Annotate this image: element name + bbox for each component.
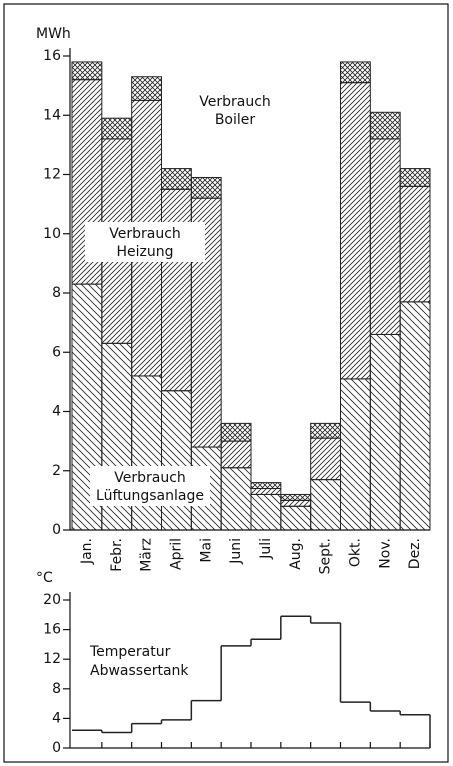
bar-segment (399, 301, 431, 531)
y-tick-label: 6 (52, 344, 61, 360)
x-tick-label: Nov. (377, 538, 393, 569)
bar-segment (161, 168, 192, 190)
bar-segment (340, 61, 371, 84)
x-tick-label: Sept. (318, 538, 334, 574)
bar-segment (220, 422, 252, 442)
bar-segment (399, 168, 431, 187)
bar-segment (280, 505, 312, 531)
x-tick-label: Okt. (347, 538, 363, 567)
bar-segment (399, 185, 431, 303)
bar-segment (71, 61, 103, 81)
y-tick-label: 0 (52, 740, 61, 756)
y-tick-label: 4 (52, 710, 61, 726)
series-label: Verbrauch Lüftungsanlage (96, 470, 204, 504)
bar-segment (190, 176, 222, 199)
frame (3, 3, 449, 763)
bar-segment (280, 493, 312, 501)
series-label: Temperatur Abwassertank (89, 644, 189, 679)
y-tick-label: 10 (43, 226, 61, 242)
bar-segment (340, 378, 371, 531)
bar-segment (101, 117, 133, 140)
x-tick-label: April (168, 538, 184, 570)
bar-segment (369, 333, 401, 531)
bar-segment (310, 437, 341, 481)
y-axis-label: MWh (36, 26, 71, 42)
bar-segment (250, 488, 282, 495)
y-tick-label: 12 (43, 167, 61, 183)
bar-segment (131, 76, 163, 101)
label-background (90, 466, 210, 506)
x-tick-label: Aug. (288, 538, 304, 570)
bar-segment (310, 479, 341, 531)
y-tick-label: 2 (52, 463, 61, 479)
series-label: Verbrauch Boiler (199, 94, 271, 128)
y-tick-label: 20 (43, 592, 61, 608)
bar-segment (131, 375, 163, 531)
y-tick-label: 8 (52, 681, 61, 697)
y-tick-label: 14 (43, 107, 61, 123)
y-tick-label: 0 (52, 522, 61, 538)
x-tick-label: Mai (198, 538, 214, 563)
bar-segment (161, 188, 192, 392)
y-tick-label: 16 (43, 622, 61, 638)
label-background (85, 222, 205, 262)
bar-segment (250, 482, 282, 490)
y-axis-label: °C (36, 570, 53, 586)
x-tick-label: Juli (258, 538, 274, 560)
bar-segment (280, 499, 312, 507)
bar-segment (220, 440, 252, 469)
x-tick-label: Dez. (407, 538, 423, 569)
series-label: Verbrauch Heizung (109, 226, 181, 260)
y-tick-label: 4 (52, 404, 61, 420)
y-tick-label: 8 (52, 285, 61, 301)
bar-segment (340, 82, 371, 380)
bar-segment (369, 138, 401, 335)
x-tick-label: Juni (228, 538, 244, 565)
bar-segment (220, 467, 252, 531)
bar-segment (250, 493, 282, 531)
x-tick-label: März (139, 538, 155, 572)
bar-segment (310, 422, 341, 439)
y-tick-label: 12 (43, 651, 61, 667)
x-tick-label: Febr. (109, 538, 125, 572)
y-tick-label: 16 (43, 48, 61, 64)
x-tick-label: Jan. (79, 538, 95, 565)
bar-segment (369, 111, 401, 140)
bar-segment (161, 390, 192, 531)
